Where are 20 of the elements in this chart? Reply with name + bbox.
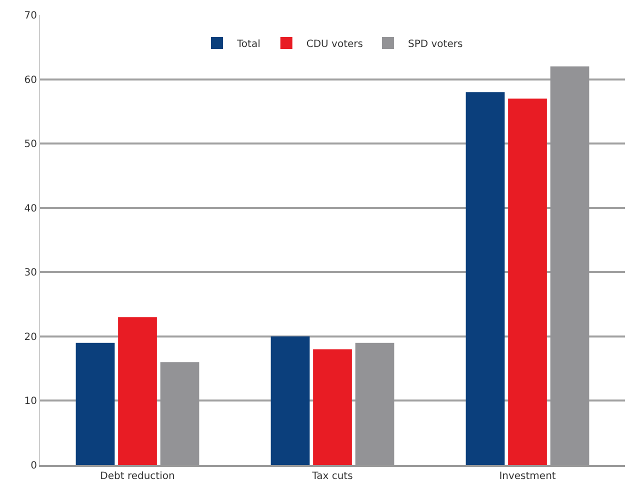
- x-tick-label: Investment: [499, 471, 556, 482]
- bar: [118, 317, 157, 465]
- legend-label: Total: [236, 38, 260, 50]
- y-tick-label: 60: [24, 74, 37, 86]
- bar: [76, 342, 115, 465]
- y-tick-label: 30: [24, 268, 37, 279]
- y-tick-label: 10: [24, 396, 37, 408]
- bar: [508, 98, 547, 465]
- legend-label: CDU voters: [306, 38, 363, 50]
- y-tick-label: 40: [24, 203, 37, 214]
- x-tick-label: Debt reduction: [100, 471, 175, 482]
- y-tick-label: 70: [24, 10, 37, 22]
- x-tick-label: Tax cuts: [311, 471, 353, 482]
- legend-label: SPD voters: [408, 38, 463, 50]
- y-tick-label: 20: [24, 332, 37, 343]
- y-tick-label: 50: [24, 139, 37, 150]
- bar: [270, 336, 310, 465]
- bar: [466, 92, 505, 465]
- y-tick-label: 0: [30, 460, 37, 472]
- bar: [313, 349, 352, 465]
